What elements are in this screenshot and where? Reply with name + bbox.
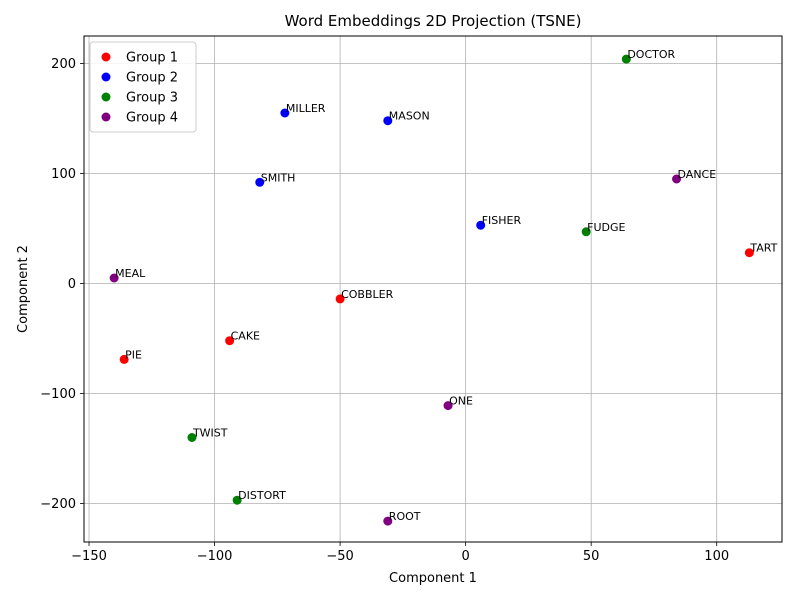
- data-point-twist: [187, 433, 197, 442]
- data-point-cake: [225, 336, 235, 346]
- x-axis-title: Component 1: [389, 571, 477, 586]
- data-point-root: [383, 516, 393, 526]
- data-point-fudge: [581, 227, 591, 237]
- y-tick-label: −200: [40, 497, 76, 512]
- data-point-mason: [383, 116, 393, 126]
- legend-label-2: Group 2: [126, 71, 178, 86]
- data-point-tart: [744, 248, 754, 258]
- point-label-one: ONE: [449, 395, 473, 408]
- point-label-smith: SMITH: [261, 171, 296, 184]
- chart-title: Word Embeddings 2D Projection (TSNE): [285, 12, 582, 30]
- y-axis-title: Component 2: [16, 245, 31, 333]
- y-tick-label: 200: [51, 57, 76, 72]
- data-point-smith: [255, 177, 265, 187]
- y-tick-label: 0: [68, 277, 76, 292]
- legend-marker-4: [101, 112, 111, 122]
- point-label-pie: PIE: [125, 348, 142, 361]
- data-points: [109, 54, 754, 526]
- legend-label-4: Group 4: [126, 111, 178, 126]
- data-point-miller: [280, 108, 290, 118]
- point-label-distort: DISTORT: [238, 489, 286, 502]
- point-label-cake: CAKE: [231, 330, 260, 343]
- data-point-pie: [119, 354, 129, 364]
- data-point-doctor: [621, 54, 631, 64]
- point-label-mason: MASON: [389, 110, 430, 123]
- point-label-twist: TWIST: [192, 427, 228, 440]
- point-label-cobbler: COBBLER: [341, 288, 394, 301]
- data-point-one: [443, 401, 453, 411]
- x-tick-label: −50: [326, 549, 353, 564]
- point-label-dance: DANCE: [678, 168, 717, 181]
- data-point-dance: [672, 174, 682, 184]
- legend-box: [89, 41, 197, 133]
- y-tick-label: −100: [40, 387, 76, 402]
- x-tick-label: 100: [704, 549, 729, 564]
- x-tick-label: −150: [71, 549, 107, 564]
- legend: Group 1 Group 2 Group 3 Group 4: [89, 41, 197, 133]
- point-labels: PIE CAKE COBBLER TART MILLER MASON SMITH FISHER…: [115, 48, 777, 523]
- x-axis: −150 −100 −50 0 50 100: [71, 542, 729, 564]
- point-label-meal: MEAL: [115, 267, 146, 280]
- point-label-doctor: DOCTOR: [627, 48, 675, 61]
- y-tick-label: 100: [51, 167, 76, 182]
- x-tick-label: 0: [461, 549, 469, 564]
- data-point-distort: [232, 495, 242, 505]
- y-axis: −200 −100 0 100 200: [40, 57, 84, 512]
- legend-label-3: Group 3: [126, 91, 178, 106]
- plot-area-frame: [83, 35, 783, 543]
- data-point-meal: [109, 273, 119, 283]
- point-label-root: ROOT: [389, 510, 421, 523]
- point-label-fudge: FUDGE: [587, 221, 625, 234]
- legend-marker-2: [101, 72, 111, 82]
- grid: [84, 36, 782, 542]
- legend-marker-1: [101, 52, 111, 62]
- point-label-tart: TART: [749, 242, 777, 255]
- point-label-miller: MILLER: [286, 102, 326, 115]
- legend-label-1: Group 1: [126, 51, 178, 66]
- data-point-fisher: [476, 220, 486, 230]
- x-tick-label: 50: [583, 549, 600, 564]
- legend-marker-3: [101, 92, 111, 102]
- x-tick-label: −100: [197, 549, 233, 564]
- data-point-cobbler: [335, 294, 345, 304]
- point-label-fisher: FISHER: [482, 214, 522, 227]
